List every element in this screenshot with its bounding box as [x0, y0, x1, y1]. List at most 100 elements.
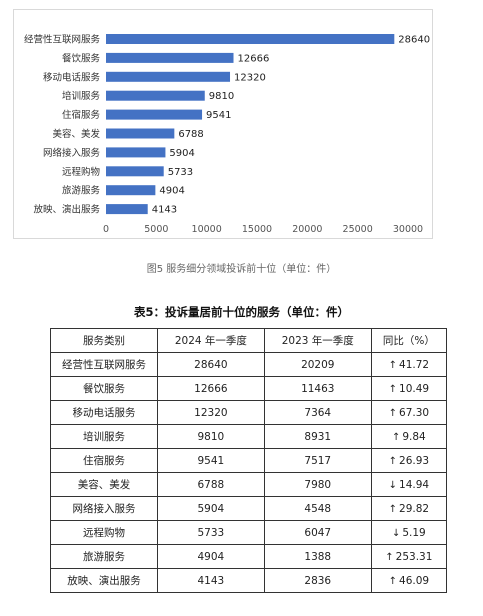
bar-value-label: 4904 — [159, 186, 184, 197]
table-row: 经营性互联网服务 28640 20209 ↑ 41.72 — [50, 352, 448, 377]
bar — [106, 204, 148, 215]
bar-value-label: 9541 — [206, 110, 231, 121]
table-row: 网络接入服务 5904 4548 ↑ 29.82 — [50, 496, 448, 521]
cell-q1-2024: 9810 — [156, 424, 265, 449]
bar-chart: 经营性互联网服务 28640 餐饮服务 12666 移动电话服务 12320 培训服务 981… — [24, 34, 430, 236]
cell-q1-2023: 7517 — [263, 448, 372, 473]
x-tick-label: 20000 — [292, 224, 322, 235]
cell-q1-2024: 6788 — [156, 472, 265, 497]
yoy-value: 253.31 — [395, 550, 433, 563]
arrow-up-icon: ↑ — [388, 503, 398, 515]
yoy-value: 9.84 — [402, 430, 426, 443]
arrow-up-icon: ↑ — [388, 455, 398, 467]
cell-yoy: ↑ 9.84 — [370, 424, 448, 449]
category-label: 住宿服务 — [62, 109, 101, 121]
bar — [106, 90, 205, 101]
cell-q1-2023: 11463 — [263, 376, 372, 401]
bar — [106, 52, 234, 63]
x-tick-label: 5000 — [144, 224, 168, 235]
table-row: 远程购物 5733 6047 ↓ 5.19 — [50, 520, 448, 545]
cell-category: 放映、演出服务 — [50, 568, 158, 593]
arrow-up-icon: ↑ — [391, 431, 401, 443]
cell-category: 培训服务 — [50, 424, 158, 449]
cell-q1-2023: 20209 — [263, 352, 372, 377]
yoy-value: 46.09 — [399, 574, 430, 587]
cell-category: 美容、美发 — [50, 472, 158, 497]
cell-yoy: ↑ 26.93 — [370, 448, 448, 473]
cell-yoy: ↑ 29.82 — [370, 496, 448, 521]
bar — [106, 166, 164, 177]
cell-q1-2023: 7980 — [263, 472, 372, 497]
cell-q1-2024: 4904 — [156, 544, 265, 569]
cell-yoy: ↑ 46.09 — [370, 568, 448, 593]
header-yoy: 同比（%） — [370, 328, 448, 353]
bar — [106, 147, 166, 158]
cell-q1-2023: 7364 — [263, 400, 372, 425]
cell-category: 网络接入服务 — [50, 496, 158, 521]
yoy-value: 14.94 — [399, 478, 430, 491]
arrow-up-icon: ↑ — [388, 407, 398, 419]
chart-frame: 经营性互联网服务 28640 餐饮服务 12666 移动电话服务 12320 培训服务 981… — [13, 9, 433, 239]
bar — [106, 128, 175, 139]
category-label: 餐饮服务 — [62, 52, 101, 64]
table-body: 经营性互联网服务 28640 20209 ↑ 41.72 餐饮服务 12666 11463 ↑ 1… — [50, 352, 448, 593]
x-tick-label: 25000 — [343, 224, 373, 235]
yoy-value: 67.30 — [399, 406, 430, 419]
bar — [106, 34, 395, 44]
cell-q1-2023: 1388 — [263, 544, 372, 569]
table-row: 旅游服务 4904 1388 ↑ 253.31 — [50, 544, 448, 569]
cell-yoy: ↓ 5.19 — [370, 520, 448, 545]
table-row: 放映、演出服务 4143 2836 ↑ 46.09 — [50, 568, 448, 593]
yoy-value: 29.82 — [399, 502, 430, 515]
cell-q1-2024: 12320 — [156, 400, 265, 425]
yoy-value: 10.49 — [399, 382, 430, 395]
yoy-value: 5.19 — [402, 526, 426, 539]
yoy-value: 26.93 — [399, 454, 430, 467]
table-row: 培训服务 9810 8931 ↑ 9.84 — [50, 424, 448, 449]
cell-q1-2024: 9541 — [156, 448, 265, 473]
table-row: 美容、美发 6788 7980 ↓ 14.94 — [50, 472, 448, 497]
category-label: 远程购物 — [62, 166, 101, 178]
table-row: 住宿服务 9541 7517 ↑ 26.93 — [50, 448, 448, 473]
x-tick-label: 30000 — [393, 224, 423, 235]
cell-q1-2024: 5904 — [156, 496, 265, 521]
table-title: 表5：投诉量居前十位的服务（单位：件） — [134, 305, 349, 319]
category-label: 放映、演出服务 — [33, 204, 100, 216]
bar — [106, 71, 231, 82]
cell-q1-2023: 6047 — [263, 520, 372, 545]
arrow-up-icon: ↑ — [388, 359, 398, 371]
cell-q1-2023: 2836 — [263, 568, 372, 593]
header-q1-2023: 2023 年一季度 — [263, 328, 372, 353]
arrow-up-icon: ↑ — [385, 551, 394, 563]
arrow-up-icon: ↑ — [388, 575, 398, 587]
bar-value-label: 12320 — [234, 72, 266, 83]
header-q1-2024: 2024 年一季度 — [156, 328, 265, 353]
cell-category: 住宿服务 — [50, 448, 158, 473]
figure-caption: 图5 服务细分领域投诉前十位（单位：件） — [146, 264, 337, 275]
bar-value-label: 5904 — [169, 148, 194, 159]
cell-q1-2023: 8931 — [263, 424, 372, 449]
yoy-value: 41.72 — [399, 358, 430, 371]
category-label: 美容、美发 — [52, 128, 100, 140]
x-tick-label: 15000 — [242, 224, 272, 235]
category-label: 培训服务 — [62, 90, 101, 102]
cell-yoy: ↑ 10.49 — [370, 376, 448, 401]
arrow-up-icon: ↑ — [388, 383, 398, 395]
bar — [106, 185, 156, 196]
cell-q1-2024: 12666 — [156, 376, 265, 401]
bar-value-label: 12666 — [238, 53, 270, 64]
cell-yoy: ↑ 41.72 — [370, 352, 448, 377]
cell-yoy: ↓ 14.94 — [370, 472, 448, 497]
category-label: 旅游服务 — [62, 185, 101, 197]
cell-q1-2024: 4143 — [156, 568, 265, 593]
cell-category: 移动电话服务 — [50, 400, 158, 425]
complaint-table: 服务类别 2024 年一季度 2023 年一季度 同比（%） 经营性互联网服务 2… — [50, 328, 448, 593]
x-tick-label: 0 — [103, 224, 109, 235]
cell-category: 餐饮服务 — [50, 376, 158, 401]
category-label: 网络接入服务 — [43, 147, 101, 159]
cell-category: 远程购物 — [50, 520, 158, 545]
cell-yoy: ↑ 253.31 — [370, 544, 448, 569]
category-label: 移动电话服务 — [43, 71, 101, 83]
category-label: 经营性互联网服务 — [24, 34, 101, 46]
bar-value-label: 5733 — [168, 167, 193, 178]
